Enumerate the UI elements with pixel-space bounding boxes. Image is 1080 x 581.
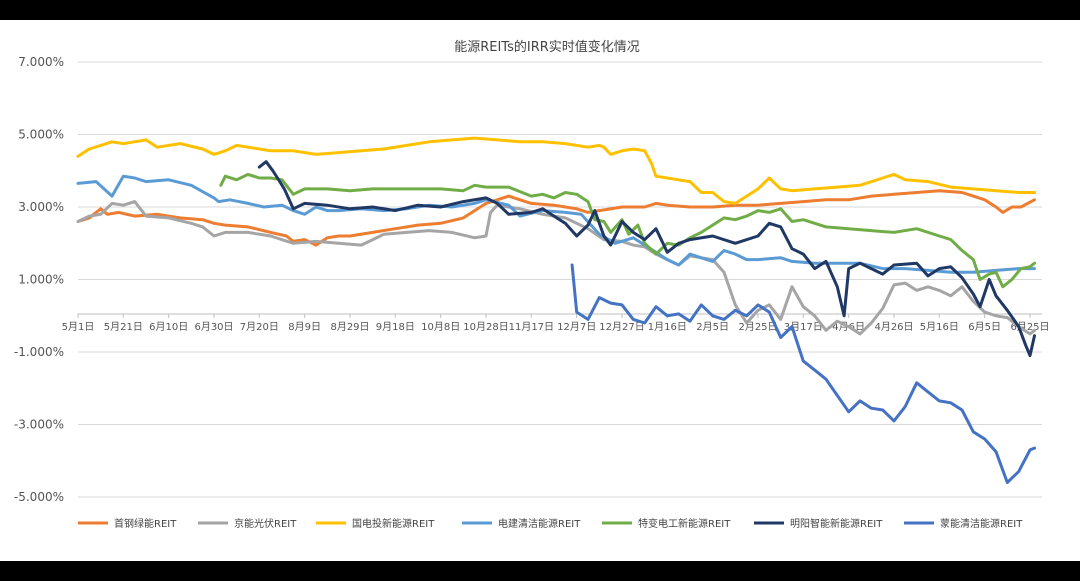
x-tick-label: 5月1日 bbox=[62, 321, 95, 333]
x-tick-label: 8月29日 bbox=[330, 321, 369, 333]
y-axis-ticks: 7.000% 5.000% 3.000% 1.000% -1.000% -3.000% -5… bbox=[14, 55, 64, 504]
chart-card: 能源REITs的IRR实时值变化情况 7.000% 5.000% 3.000% 1.0… bbox=[0, 20, 1080, 561]
line-chart: 能源REITs的IRR实时值变化情况 7.000% 5.000% 3.000% 1.0… bbox=[14, 39, 1050, 530]
legend-label: 特变电工新能源REIT bbox=[638, 517, 731, 530]
x-tick-label: 8月9日 bbox=[288, 321, 321, 333]
x-tick-label: 10月8日 bbox=[421, 321, 460, 333]
x-tick-label: 4月26日 bbox=[874, 321, 913, 333]
x-tick-label: 2月5日 bbox=[696, 321, 729, 333]
y-tick-label: 3.000% bbox=[18, 200, 64, 214]
x-tick-label: 11月17日 bbox=[509, 321, 554, 333]
legend-label: 蒙能清洁能源REIT bbox=[940, 517, 1023, 530]
legend-label: 国电投新能源REIT bbox=[352, 517, 435, 530]
y-tick-label: 7.000% bbox=[18, 55, 64, 69]
legend-label: 京能光伏REIT bbox=[234, 517, 297, 530]
x-tick-label: 6月5日 bbox=[968, 321, 1001, 333]
legend-label: 首钢绿能REIT bbox=[114, 517, 177, 530]
x-tick-label: 7月20日 bbox=[240, 321, 279, 333]
series-line-2 bbox=[76, 136, 1036, 205]
series-line-3 bbox=[76, 174, 1036, 274]
series-line-4 bbox=[219, 172, 1036, 289]
series-line-6 bbox=[570, 263, 1036, 484]
legend-label: 电建清洁能源REIT bbox=[498, 517, 581, 530]
y-tick-label: 5.000% bbox=[18, 128, 64, 142]
x-tick-label: 6月10日 bbox=[149, 321, 188, 333]
series-line-0 bbox=[76, 189, 1036, 247]
x-tick-label: 6月30日 bbox=[194, 321, 233, 333]
y-tick-label: 1.000% bbox=[18, 273, 64, 287]
x-tick-label: 12月27日 bbox=[599, 321, 644, 333]
x-tick-label: 5月21日 bbox=[104, 321, 143, 333]
series-lines bbox=[76, 136, 1036, 484]
x-tick-label: 5月16日 bbox=[920, 321, 959, 333]
x-tick-label: 1月16日 bbox=[648, 321, 687, 333]
series-line-5 bbox=[257, 160, 1036, 358]
x-tick-label: 12月7日 bbox=[557, 321, 596, 333]
y-tick-label: -5.000% bbox=[14, 490, 64, 504]
legend: 首钢绿能REIT 京能光伏REIT 国电投新能源REIT 电建清洁能源REIT 特变电工… bbox=[78, 517, 1023, 530]
y-tick-label: -3.000% bbox=[14, 418, 64, 432]
x-axis-ticks: 5月1日 5月21日 6月10日 6月30日 7月20日 8月9日 8月29日 9月18日 10… bbox=[62, 314, 1050, 333]
x-tick-label: 9月18日 bbox=[376, 321, 415, 333]
x-tick-label: 2月25日 bbox=[738, 321, 777, 333]
x-tick-label: 10月28日 bbox=[463, 321, 508, 333]
y-tick-label: -1.000% bbox=[14, 345, 64, 359]
legend-label: 明阳智能新能源REIT bbox=[790, 517, 883, 530]
grid-lines bbox=[78, 61, 1042, 498]
chart-title: 能源REITs的IRR实时值变化情况 bbox=[454, 39, 640, 55]
